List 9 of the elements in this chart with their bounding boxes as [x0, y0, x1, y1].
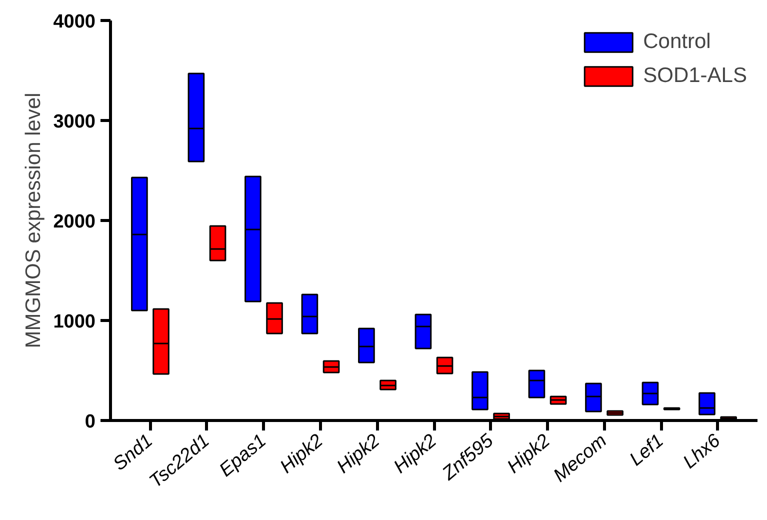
x-tick-label: Lef1 — [626, 430, 668, 470]
y-tick-label: 4000 — [53, 12, 96, 32]
legend-label: SOD1-ALS — [643, 64, 747, 88]
y-tick-label: 0 — [84, 412, 96, 432]
y-axis-title: MMGMOS expression level — [22, 92, 46, 348]
y-tick-label: 3000 — [53, 112, 96, 132]
legend-label: Control — [643, 30, 711, 54]
y-tick-label: 2000 — [53, 212, 96, 232]
y-tick-label: 1000 — [53, 312, 96, 332]
